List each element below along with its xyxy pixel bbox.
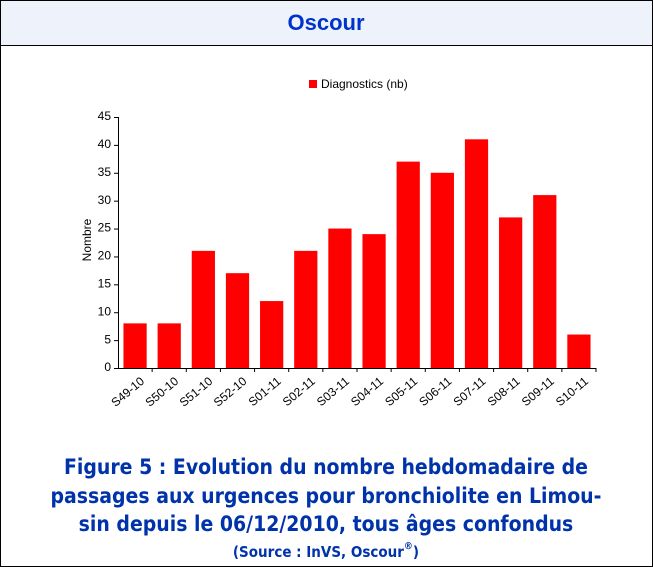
- y-tick-label: 40: [98, 137, 112, 151]
- bar: [294, 250, 318, 368]
- source: (Source : InVS, Oscour®): [233, 541, 419, 561]
- source-text: (Source : InVS, Oscour: [233, 543, 404, 561]
- y-tick-label: 20: [98, 249, 112, 263]
- bar: [260, 301, 284, 368]
- bar: [225, 273, 250, 368]
- bar: [123, 323, 147, 368]
- y-axis-label: Nombre: [80, 218, 94, 261]
- header-title: Oscour: [287, 10, 364, 35]
- source-mark: ®: [404, 541, 413, 552]
- bar: [362, 234, 386, 368]
- legend-swatch: [309, 80, 317, 88]
- bar: [157, 323, 181, 368]
- caption-line: sin depuis le 06/12/2010, tous âges conf…: [79, 512, 574, 536]
- bar: [567, 334, 591, 368]
- bar: [430, 172, 454, 368]
- header-band: [1, 1, 652, 45]
- y-tick-label: 15: [98, 277, 112, 291]
- bar: [191, 250, 215, 368]
- y-tick-label: 30: [98, 193, 112, 207]
- caption-line: passages aux urgences pour bronchiolite …: [51, 484, 602, 508]
- caption-line: Figure 5 : Evolution du nombre hebdomada…: [64, 455, 588, 479]
- y-tick-label: 45: [98, 109, 112, 123]
- bar: [499, 217, 523, 368]
- y-tick-label: 25: [98, 221, 112, 235]
- y-tick-label: 10: [98, 304, 112, 318]
- bar: [396, 161, 420, 368]
- bar: [464, 139, 489, 368]
- y-tick-label: 35: [98, 165, 112, 179]
- y-tick-label: 5: [104, 332, 111, 346]
- bar: [533, 195, 557, 368]
- source-end: ): [413, 543, 419, 561]
- bar: [328, 228, 352, 368]
- y-tick-label: 0: [104, 360, 111, 374]
- legend-label: Diagnostics (nb): [321, 77, 408, 91]
